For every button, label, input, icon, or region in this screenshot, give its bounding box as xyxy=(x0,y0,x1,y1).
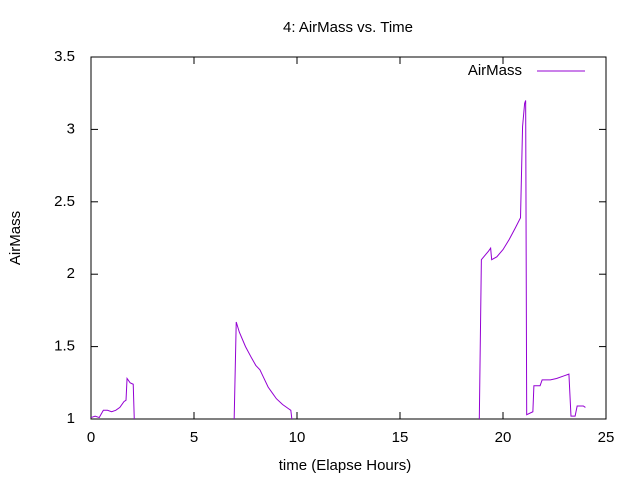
y-tick-label: 3.5 xyxy=(54,48,75,65)
x-tick-label: 10 xyxy=(289,429,306,446)
x-tick-label: 20 xyxy=(495,429,512,446)
y-tick-label: 1.5 xyxy=(54,338,75,355)
data-line xyxy=(90,100,586,420)
y-tick-label: 1 xyxy=(67,410,75,427)
y-axis-label: AirMass xyxy=(7,211,24,265)
x-tick-label: 15 xyxy=(392,429,409,446)
y-tick-label: 2 xyxy=(67,265,75,282)
x-tick-label: 0 xyxy=(87,429,95,446)
x-tick-label: 5 xyxy=(190,429,198,446)
y-tick-label: 2.5 xyxy=(54,193,75,210)
chart-title: 4: AirMass vs. Time xyxy=(283,19,413,36)
y-tick-label: 3 xyxy=(67,120,75,137)
x-tick-label: 25 xyxy=(598,429,615,446)
plot-frame xyxy=(90,56,607,420)
legend-label: AirMass xyxy=(468,62,522,79)
x-axis-label: time (Elapse Hours) xyxy=(279,457,412,474)
